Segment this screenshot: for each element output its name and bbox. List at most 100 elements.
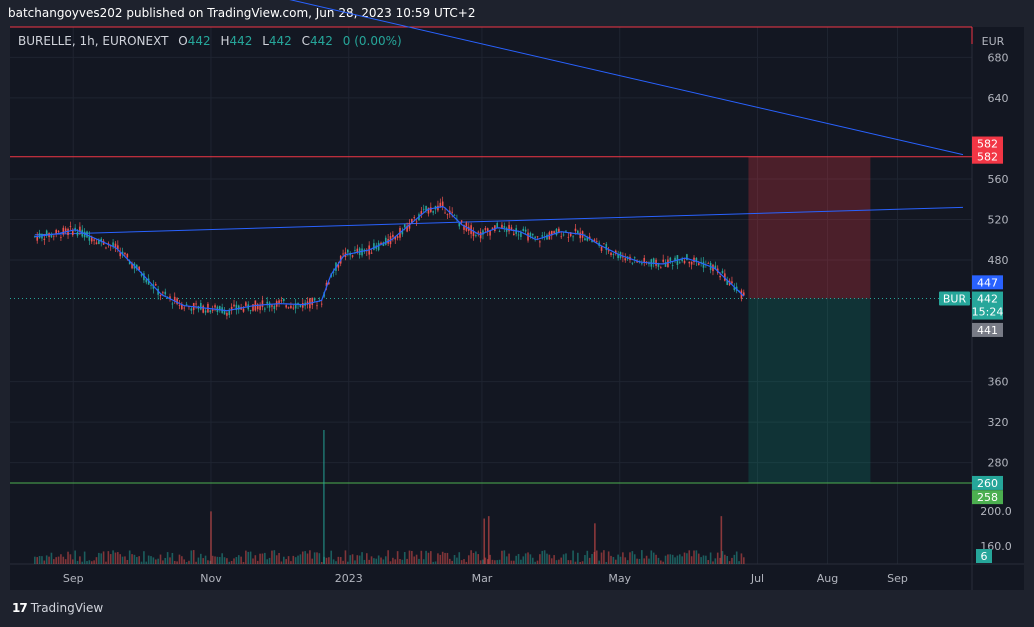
candle-body <box>501 224 503 229</box>
volume-bar <box>697 553 700 564</box>
chart-area[interactable] <box>10 27 1024 590</box>
candle-body <box>572 236 574 238</box>
candle-body <box>62 227 65 235</box>
candle-body <box>496 223 499 228</box>
volume-bar <box>119 554 122 564</box>
candle-body <box>463 224 465 230</box>
volume-bar <box>441 551 444 564</box>
volume-bar <box>335 561 337 564</box>
symbol-tag: BUR <box>943 293 967 306</box>
candle-body <box>79 226 81 233</box>
volume-bar <box>705 555 707 564</box>
candle-body <box>249 309 252 311</box>
candle-body <box>731 281 733 284</box>
volume-bar <box>728 561 731 564</box>
candle-body <box>176 298 178 304</box>
volume-bar <box>686 553 688 564</box>
candle-body <box>95 242 98 245</box>
volume-bar <box>453 555 456 564</box>
candle-body <box>384 237 387 245</box>
volume-bar <box>482 559 484 564</box>
volume-bar <box>195 561 197 564</box>
volume-bar <box>133 554 136 564</box>
candle-body <box>218 306 221 311</box>
volume-bar <box>365 553 368 564</box>
volume-bar <box>202 558 204 564</box>
volume-bar <box>363 559 366 564</box>
volume-bar <box>437 553 439 564</box>
candle-body <box>256 304 259 310</box>
volume-bar <box>629 552 631 564</box>
volume-bar <box>140 561 143 564</box>
candle-body <box>396 236 399 238</box>
candle-body <box>636 261 638 263</box>
candle-body <box>437 205 439 211</box>
legend-change: 0 (0.00%) <box>342 34 402 48</box>
volume-bar <box>325 557 328 564</box>
candle-body <box>458 223 461 227</box>
legend-open: 442 <box>187 34 211 48</box>
volume-bar <box>150 556 152 564</box>
volume-bar <box>714 558 717 564</box>
volume-bar <box>574 561 577 564</box>
volume-bar <box>280 561 283 564</box>
volume-bar <box>190 550 193 564</box>
tradingview-logo[interactable]: 17 TradingView <box>12 601 103 615</box>
candle-body <box>117 245 119 250</box>
volume-bar <box>112 550 114 564</box>
candle-body <box>226 312 228 316</box>
candle-body <box>553 231 555 233</box>
price-tick-label: 680 <box>988 51 1009 64</box>
volume-bar <box>197 557 200 564</box>
volume-bar <box>577 552 579 564</box>
candle-body <box>50 234 53 238</box>
volume-bar <box>294 557 297 564</box>
volume-bar <box>695 550 698 564</box>
volume-bar <box>109 554 112 564</box>
candle-body <box>178 304 181 306</box>
candle-body <box>513 233 515 236</box>
candle-body <box>565 230 567 232</box>
volume-bar <box>600 552 603 564</box>
volume-bar <box>550 558 553 564</box>
candle-body <box>45 230 48 236</box>
candle-body <box>316 305 318 307</box>
candle-body <box>93 239 95 241</box>
candle-body <box>235 304 238 311</box>
price-axis-label-bg <box>972 136 1003 151</box>
volume-bar <box>261 553 264 564</box>
candle-body <box>373 243 375 250</box>
volume-bar <box>309 550 311 564</box>
candle-body <box>595 241 598 243</box>
candle-body <box>154 284 157 286</box>
volume-bar <box>733 554 736 564</box>
candle-body <box>64 228 67 233</box>
candle-body <box>150 284 152 286</box>
candle-body <box>351 255 354 257</box>
volume-bar <box>624 557 627 564</box>
volume-bar <box>226 558 228 564</box>
volume-bar <box>678 554 681 564</box>
volume-bar <box>183 559 186 564</box>
candle-body <box>451 211 453 213</box>
price-tick-label: 480 <box>988 254 1009 267</box>
volume-bar <box>456 557 458 564</box>
volume-bar <box>470 550 472 564</box>
volume-bar <box>171 552 174 564</box>
candle-body <box>36 236 39 241</box>
volume-spike <box>483 518 486 564</box>
volume-bar <box>655 554 657 564</box>
candle-body <box>584 238 586 241</box>
candle-body <box>297 303 299 305</box>
candle-body <box>697 263 700 266</box>
candle-body <box>252 304 254 311</box>
volume-bar <box>176 561 178 564</box>
candle-body <box>223 310 226 315</box>
candle-body <box>562 234 565 236</box>
volume-bar <box>380 557 382 564</box>
volume-bar <box>645 555 648 564</box>
volume-bar <box>534 561 536 564</box>
volume-bar <box>301 551 304 564</box>
volume-bar <box>83 551 86 564</box>
